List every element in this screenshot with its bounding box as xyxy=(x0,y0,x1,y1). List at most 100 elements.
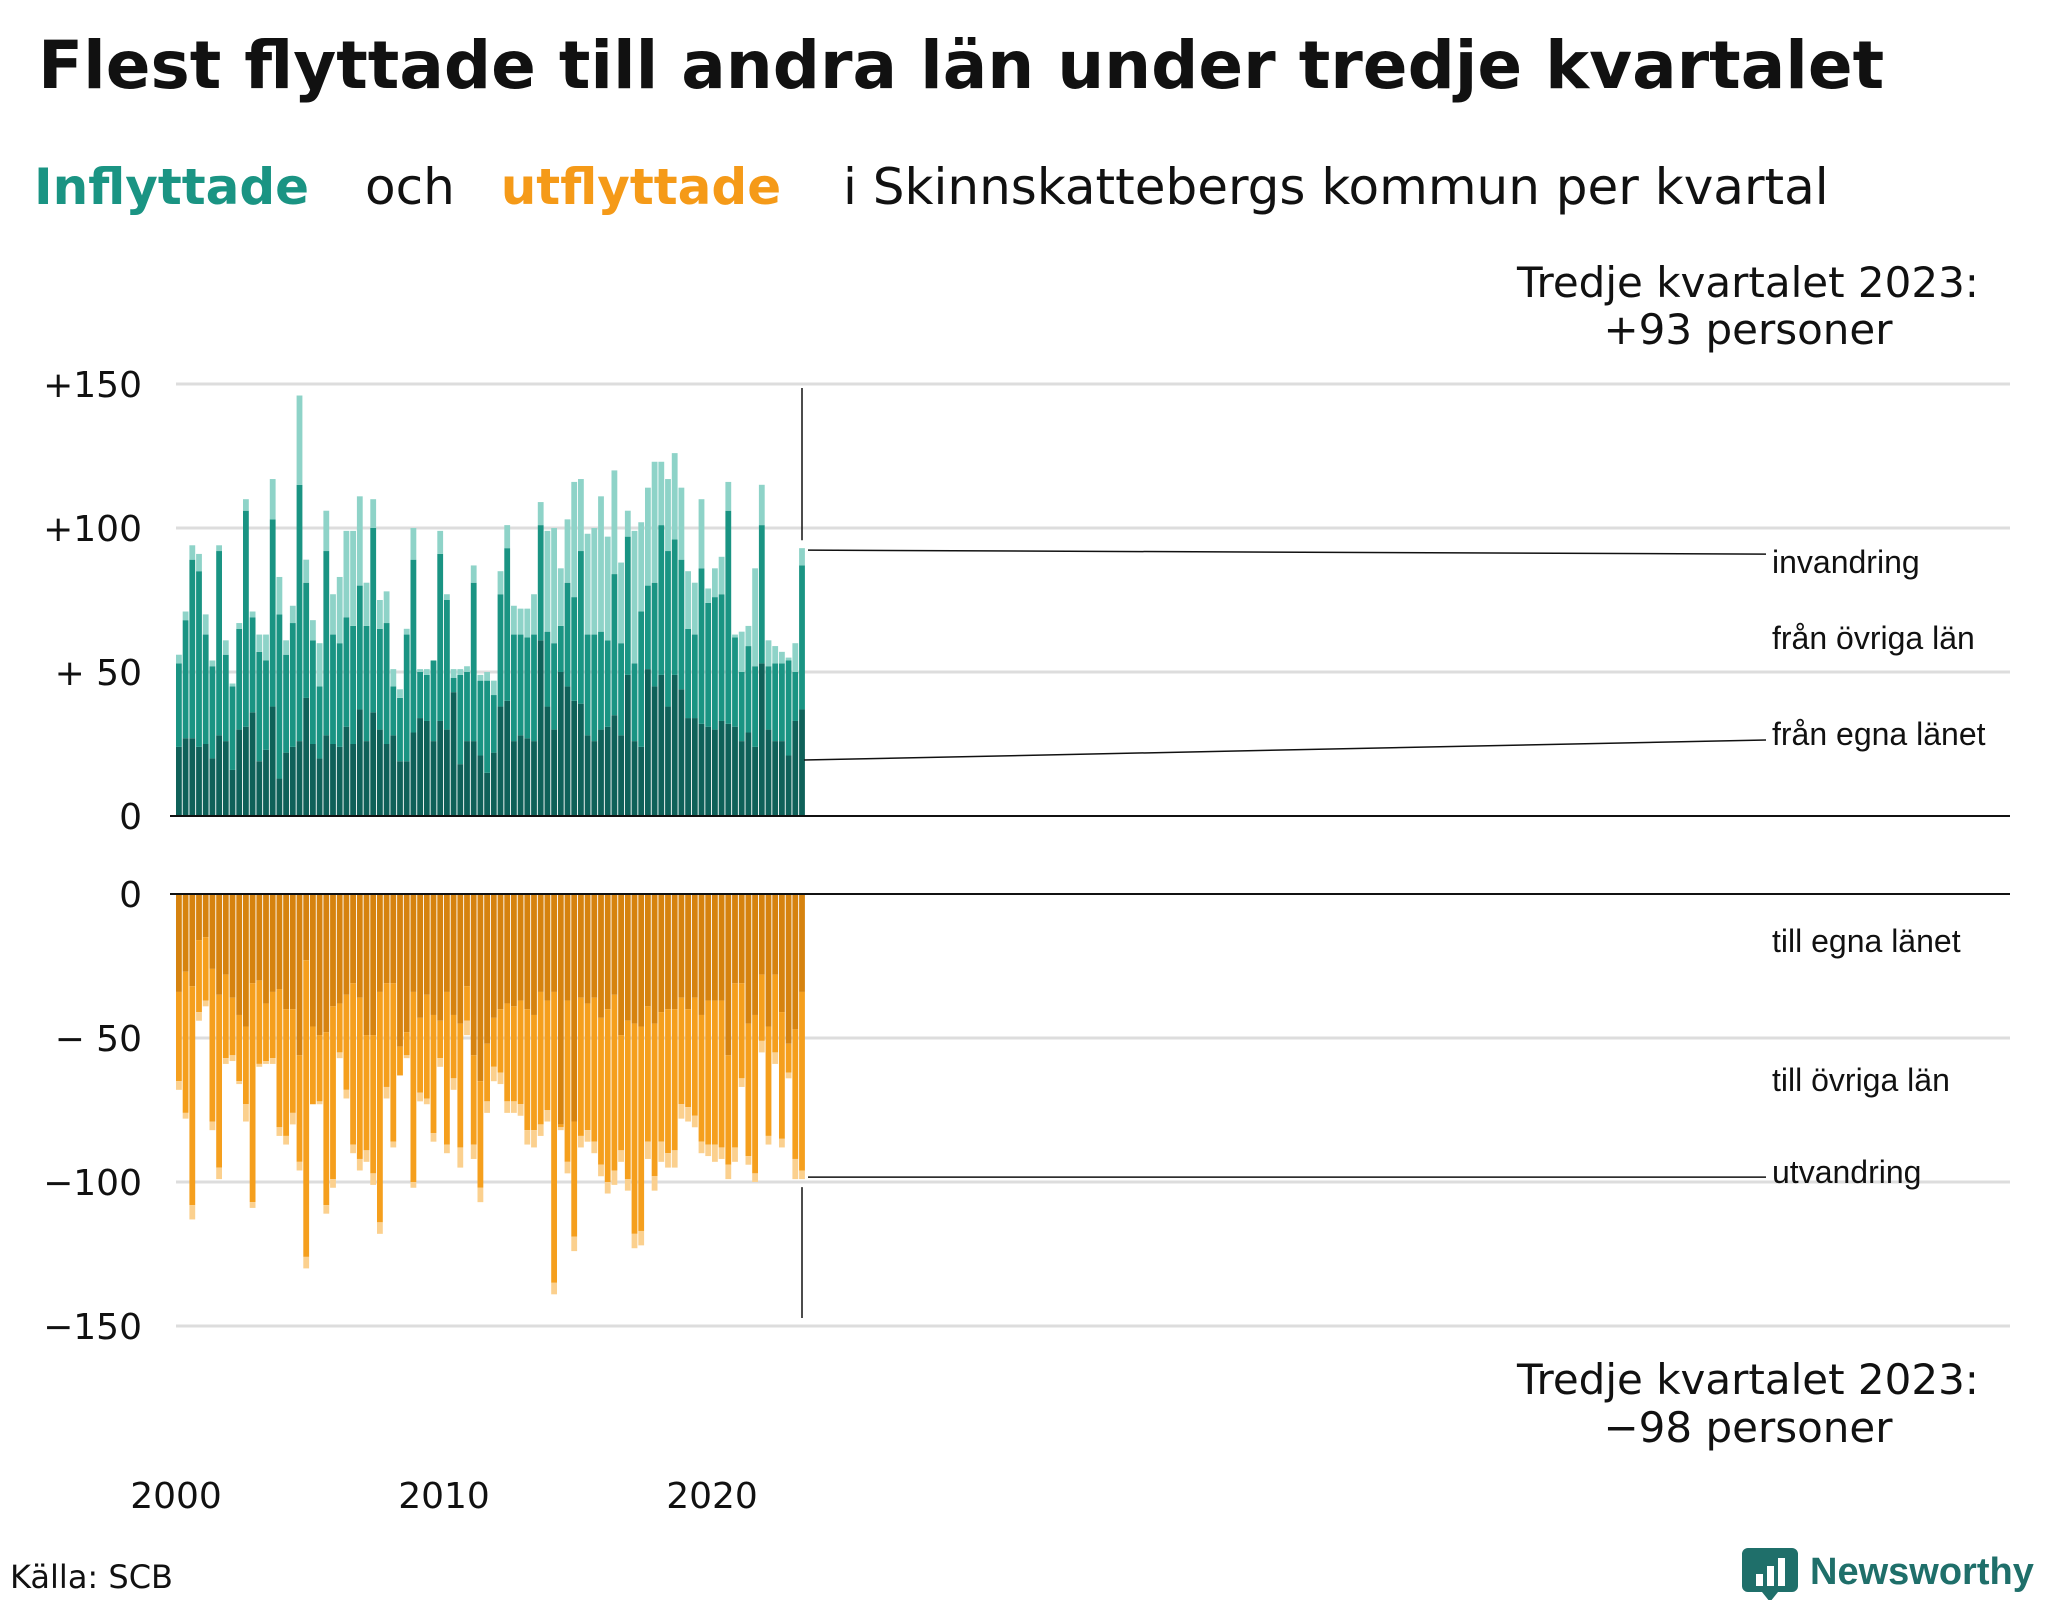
bar-in-immigration xyxy=(484,672,490,681)
bar-in-immigration xyxy=(645,487,651,586)
bar-out-own-county xyxy=(658,894,665,1013)
legend-leader-immigration xyxy=(807,549,1767,555)
y-tick-label: + 50 xyxy=(55,653,142,694)
bar-out-own-county xyxy=(216,894,222,995)
bar-in-immigration xyxy=(229,683,236,687)
bar-out-emigration xyxy=(283,1135,289,1145)
bar-in-own-county xyxy=(524,738,531,816)
bar-in-immigration xyxy=(745,625,752,647)
brand-icon xyxy=(1742,1548,1798,1600)
bar-out-emigration xyxy=(216,1167,222,1180)
bar-out-emigration xyxy=(745,1156,752,1165)
bar-out-emigration xyxy=(685,1107,691,1122)
legend: invandring från övriga län från egna län… xyxy=(803,544,1986,1190)
bar-out-own-county xyxy=(403,894,410,1033)
bar-out-own-county xyxy=(564,894,571,1001)
bar-out-other-counties xyxy=(189,986,196,1206)
bar-out-emigration xyxy=(504,1101,511,1113)
bar-out-other-counties xyxy=(484,1043,490,1102)
bar-out-other-counties xyxy=(725,1055,732,1165)
bar-out-emigration xyxy=(417,1092,423,1102)
bar-in-immigration xyxy=(243,499,249,511)
bar-out-other-counties xyxy=(718,1000,725,1148)
bar-in-own-county xyxy=(678,689,685,816)
bar-out-own-county xyxy=(444,894,450,992)
bar-out-own-county xyxy=(397,894,403,1047)
bar-out-own-county xyxy=(544,894,551,1001)
bar-in-immigration xyxy=(216,545,222,552)
bar-out-own-county xyxy=(330,894,336,1007)
bar-in-own-county xyxy=(410,732,417,816)
subtitle-inflow: Inflyttade xyxy=(34,158,309,216)
bar-in-other-counties xyxy=(578,551,584,704)
bar-out-own-county xyxy=(336,894,343,1004)
bar-in-own-county xyxy=(651,686,658,816)
bar-in-other-counties xyxy=(276,614,283,779)
bar-in-other-counties xyxy=(249,617,256,713)
bar-out-own-county xyxy=(685,894,691,1010)
bar-in-own-county xyxy=(457,764,464,816)
bar-out-own-county xyxy=(323,894,330,1033)
bar-out-emigration xyxy=(383,1086,390,1099)
bar-out-own-county xyxy=(799,894,805,992)
bar-in-own-county xyxy=(236,729,243,816)
bar-in-other-counties xyxy=(397,697,403,762)
bar-out-other-counties xyxy=(236,1014,243,1082)
bar-out-emigration xyxy=(296,1161,303,1171)
bar-in-own-county xyxy=(611,715,618,816)
bar-out-own-county xyxy=(189,894,196,987)
bar-out-own-county xyxy=(229,894,236,998)
legend-leader-own xyxy=(803,739,1767,761)
bar-out-own-county xyxy=(598,894,604,1018)
bar-in-other-counties xyxy=(611,574,618,716)
bar-out-other-counties xyxy=(604,1009,611,1182)
bar-in-other-counties xyxy=(631,663,638,742)
bar-out-emigration xyxy=(403,1055,410,1059)
bar-out-emigration xyxy=(343,1089,350,1099)
bar-out-own-county xyxy=(772,894,779,975)
bar-out-other-counties xyxy=(732,983,738,1148)
bar-out-emigration xyxy=(289,1112,296,1125)
bar-out-emigration xyxy=(604,1182,611,1194)
bar-out-other-counties xyxy=(738,983,745,1079)
bar-out-other-counties xyxy=(517,1000,524,1105)
bar-in-own-county xyxy=(638,746,645,816)
bar-in-other-counties xyxy=(638,611,645,747)
bar-out-emigration xyxy=(732,1147,738,1162)
bar-out-emigration xyxy=(236,1081,243,1085)
bar-in-other-counties xyxy=(671,539,678,675)
bar-in-immigration xyxy=(423,669,430,675)
bar-in-immigration xyxy=(651,461,658,583)
bar-out-own-county xyxy=(665,894,671,1010)
bar-out-emigration xyxy=(202,1000,209,1007)
bar-out-other-counties xyxy=(336,1003,343,1053)
bar-out-own-county xyxy=(417,894,423,1018)
bar-in-immigration xyxy=(497,571,504,595)
bar-in-own-county xyxy=(598,729,604,816)
bar-out-own-county xyxy=(645,894,651,1007)
subtitle-outflow: utflyttade xyxy=(501,158,781,216)
bar-in-other-counties xyxy=(725,510,732,724)
bar-out-emigration xyxy=(470,1144,477,1159)
bar-in-immigration xyxy=(738,631,745,672)
bar-out-own-county xyxy=(591,894,598,998)
bar-in-immigration xyxy=(437,530,444,554)
bar-out-own-county xyxy=(604,894,611,1010)
bar-out-emigration xyxy=(671,1150,678,1168)
bar-in-other-counties xyxy=(444,600,450,730)
outflow-bars xyxy=(170,893,2010,1295)
bar-out-own-county xyxy=(765,894,772,1027)
bar-out-other-counties xyxy=(176,991,182,1082)
bottom-annotation-line1: Tredje kvartalet 2023: xyxy=(1516,1355,1979,1404)
bar-in-other-counties xyxy=(531,634,537,742)
bar-in-own-county xyxy=(544,706,551,816)
bar-out-other-counties xyxy=(598,1017,604,1165)
bar-out-other-counties xyxy=(356,997,363,1159)
bar-out-own-county xyxy=(738,894,745,984)
brand-name: Newsworthy xyxy=(1810,1551,2034,1593)
bar-out-own-county xyxy=(712,894,718,1001)
bar-out-emigration xyxy=(377,1222,383,1234)
chart-subtitle: Inflyttade och utflyttade i Skinnskatteb… xyxy=(34,158,1829,216)
bar-in-other-counties xyxy=(591,634,598,742)
top-annotation-line1: Tredje kvartalet 2023: xyxy=(1516,258,1979,307)
